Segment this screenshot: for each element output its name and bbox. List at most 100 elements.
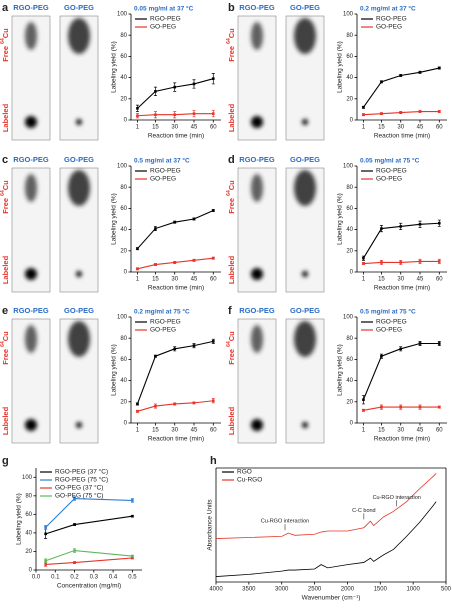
y-axis-label: Labeling yield (%) xyxy=(337,193,344,245)
x-tick-label: 15 xyxy=(152,428,159,434)
x-axis-label: Reaction time (min) xyxy=(148,285,204,292)
marker xyxy=(399,347,403,351)
lane-label: GO-PEG xyxy=(64,306,94,315)
x-tick-label: 1 xyxy=(362,428,366,434)
lane-label: RGO-PEG xyxy=(239,155,275,164)
free-spot xyxy=(251,22,263,50)
x-tick-label: 1000 xyxy=(406,587,420,593)
series-line xyxy=(362,67,440,108)
labeled-label: Labeled xyxy=(227,103,236,132)
marker xyxy=(154,90,157,93)
marker xyxy=(211,256,215,260)
marker xyxy=(362,262,365,265)
marker xyxy=(131,554,134,558)
legend-label: GO-PEG xyxy=(150,176,176,183)
x-tick-label: 500 xyxy=(441,587,452,593)
series-line xyxy=(45,515,133,535)
x-tick-label: 1 xyxy=(362,125,366,131)
marker xyxy=(192,259,196,262)
x-axis-label: Concentration (mg/ml) xyxy=(57,583,121,590)
marker xyxy=(211,112,215,115)
marker xyxy=(380,261,383,264)
legend-label: GO-PEG xyxy=(150,24,176,31)
free-label-part: Cu xyxy=(227,180,236,190)
marker xyxy=(173,85,177,89)
lane-label: GO-PEG xyxy=(290,306,320,315)
marker xyxy=(154,263,157,266)
y-tick-label: 80 xyxy=(120,336,127,342)
legend-label: GO-PEG xyxy=(376,24,402,31)
marker xyxy=(362,105,365,109)
x-tick-label: 1 xyxy=(136,277,140,283)
legend-label: RGO xyxy=(237,469,252,476)
y-tick-label: 40 xyxy=(346,227,353,233)
free-label: Free 64Cu xyxy=(226,331,236,365)
free-spot xyxy=(68,170,90,206)
free-label: Free 64Cu xyxy=(0,180,10,214)
legend-label: RGO-PEG xyxy=(150,319,181,326)
x-tick-label: 0.3 xyxy=(90,575,99,581)
series-line xyxy=(137,400,214,412)
labeled-spot xyxy=(25,419,37,431)
annotation: C-C bond xyxy=(352,508,376,514)
y-tick-label: 0 xyxy=(124,270,128,276)
chart-title: 0.05 mg/ml at 75 °C xyxy=(360,157,420,165)
marker xyxy=(418,110,422,113)
y-tick-label: 0 xyxy=(29,568,33,574)
free-spot xyxy=(25,22,37,50)
y-tick-label: 20 xyxy=(120,399,127,405)
x-axis-label: Wavenumber (cm⁻¹) xyxy=(302,595,361,602)
lane-label: RGO-PEG xyxy=(13,306,49,315)
y-tick-label: 40 xyxy=(346,75,353,81)
y-axis-label: Labeling yield (%) xyxy=(111,193,118,245)
y-tick-label: 40 xyxy=(346,378,353,384)
y-tick-label: 60 xyxy=(120,206,127,212)
labeled-spot xyxy=(251,116,263,128)
free-spot xyxy=(25,325,37,353)
marker xyxy=(131,499,134,502)
marker xyxy=(154,113,157,116)
series-line xyxy=(215,473,437,539)
free-label-part: Free xyxy=(227,349,236,365)
y-tick-label: 100 xyxy=(343,164,354,170)
y-tick-label: 60 xyxy=(346,206,353,212)
panel-letter: c xyxy=(2,154,8,166)
y-tick-label: 40 xyxy=(120,227,127,233)
free-label: Free 64Cu xyxy=(226,180,236,214)
x-axis-label: Reaction time (min) xyxy=(148,436,204,443)
labeled-spot xyxy=(251,268,263,280)
x-tick-label: 45 xyxy=(417,428,424,434)
legend-label: RGO-PEG xyxy=(150,168,181,175)
y-tick-label: 100 xyxy=(343,12,354,18)
y-tick-label: 40 xyxy=(25,530,32,536)
series-line xyxy=(215,501,437,577)
marker xyxy=(418,260,422,263)
y-tick-label: 80 xyxy=(120,185,127,191)
marker xyxy=(44,559,47,563)
x-tick-label: 60 xyxy=(210,125,217,131)
marker xyxy=(136,107,139,110)
free-spot xyxy=(294,170,316,206)
y-axis-label: Labeling yield (%) xyxy=(111,344,118,396)
marker xyxy=(418,223,422,226)
marker xyxy=(380,354,383,358)
y-tick-label: 0 xyxy=(124,118,128,124)
labeled-label: Labeled xyxy=(1,406,10,435)
x-tick-label: 0.5 xyxy=(128,575,137,581)
labeled-spot xyxy=(302,271,308,277)
labeled-label: Labeled xyxy=(1,255,10,284)
panel-letter: g xyxy=(2,455,9,467)
legend-label: RGO-PEG xyxy=(376,168,407,175)
labeled-label: Labeled xyxy=(1,103,10,132)
y-tick-label: 80 xyxy=(346,33,353,39)
free-label-part: 64 xyxy=(226,341,232,347)
series-line xyxy=(362,222,440,259)
y-tick-label: 80 xyxy=(25,493,32,499)
labeled-spot xyxy=(302,422,308,428)
marker xyxy=(136,114,139,118)
marker xyxy=(173,261,177,264)
x-tick-label: 30 xyxy=(171,277,178,283)
free-label-part: Cu xyxy=(1,180,10,190)
x-tick-label: 1 xyxy=(136,428,140,434)
marker xyxy=(362,256,365,260)
